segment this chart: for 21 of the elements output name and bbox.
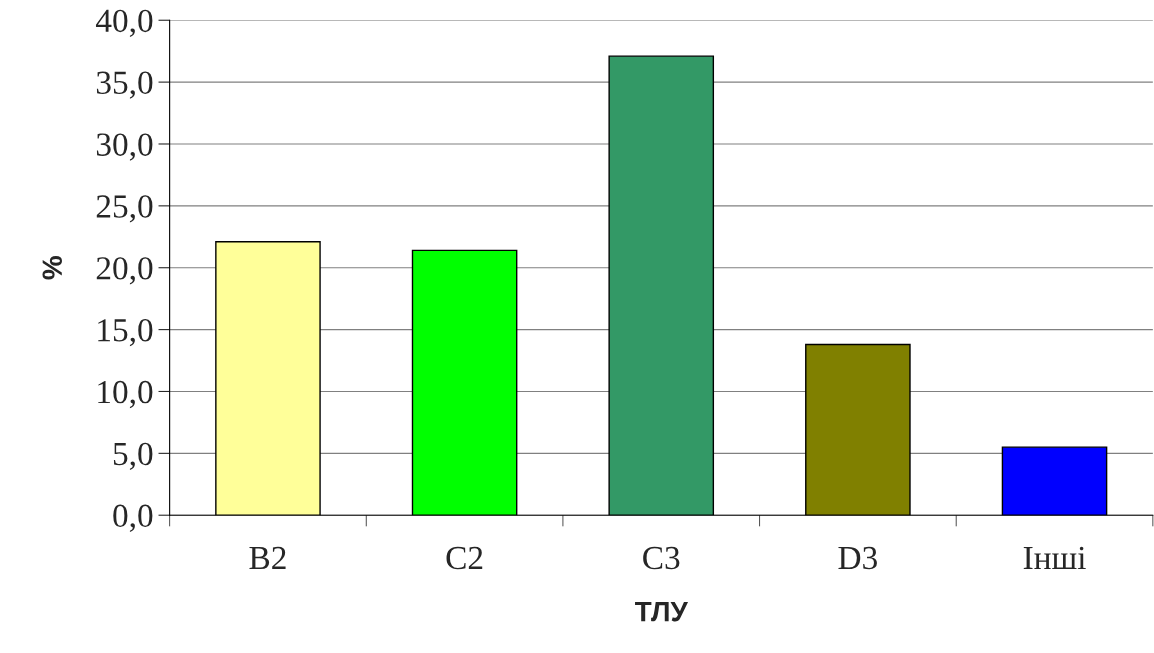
y-tick-label: 40,0 [95, 9, 153, 37]
bar [805, 343, 911, 516]
x-tick-label: C3 [643, 546, 680, 570]
x-axis-title: ТЛУ [635, 602, 689, 622]
bar [411, 249, 518, 516]
y-tick-label: 5,0 [113, 442, 153, 471]
bar [608, 55, 715, 516]
x-tick-label: B2 [249, 546, 286, 569]
x-tick-label: Інші [1023, 546, 1086, 569]
x-tick-label: C2 [446, 546, 483, 570]
y-tick-label: 0,0 [113, 504, 153, 532]
bar [215, 241, 321, 516]
y-tick-label: 10,0 [98, 380, 153, 409]
x-tick-label: D3 [838, 546, 877, 570]
y-tick-label: 30,0 [96, 133, 153, 161]
y-tick-label: 15,0 [98, 319, 153, 347]
y-tick-label: 20,0 [96, 257, 153, 285]
bar [1001, 446, 1108, 516]
y-tick-label: 35,0 [96, 71, 153, 99]
y-axis-title: % [42, 256, 63, 280]
y-tick-label: 25,0 [96, 195, 153, 223]
